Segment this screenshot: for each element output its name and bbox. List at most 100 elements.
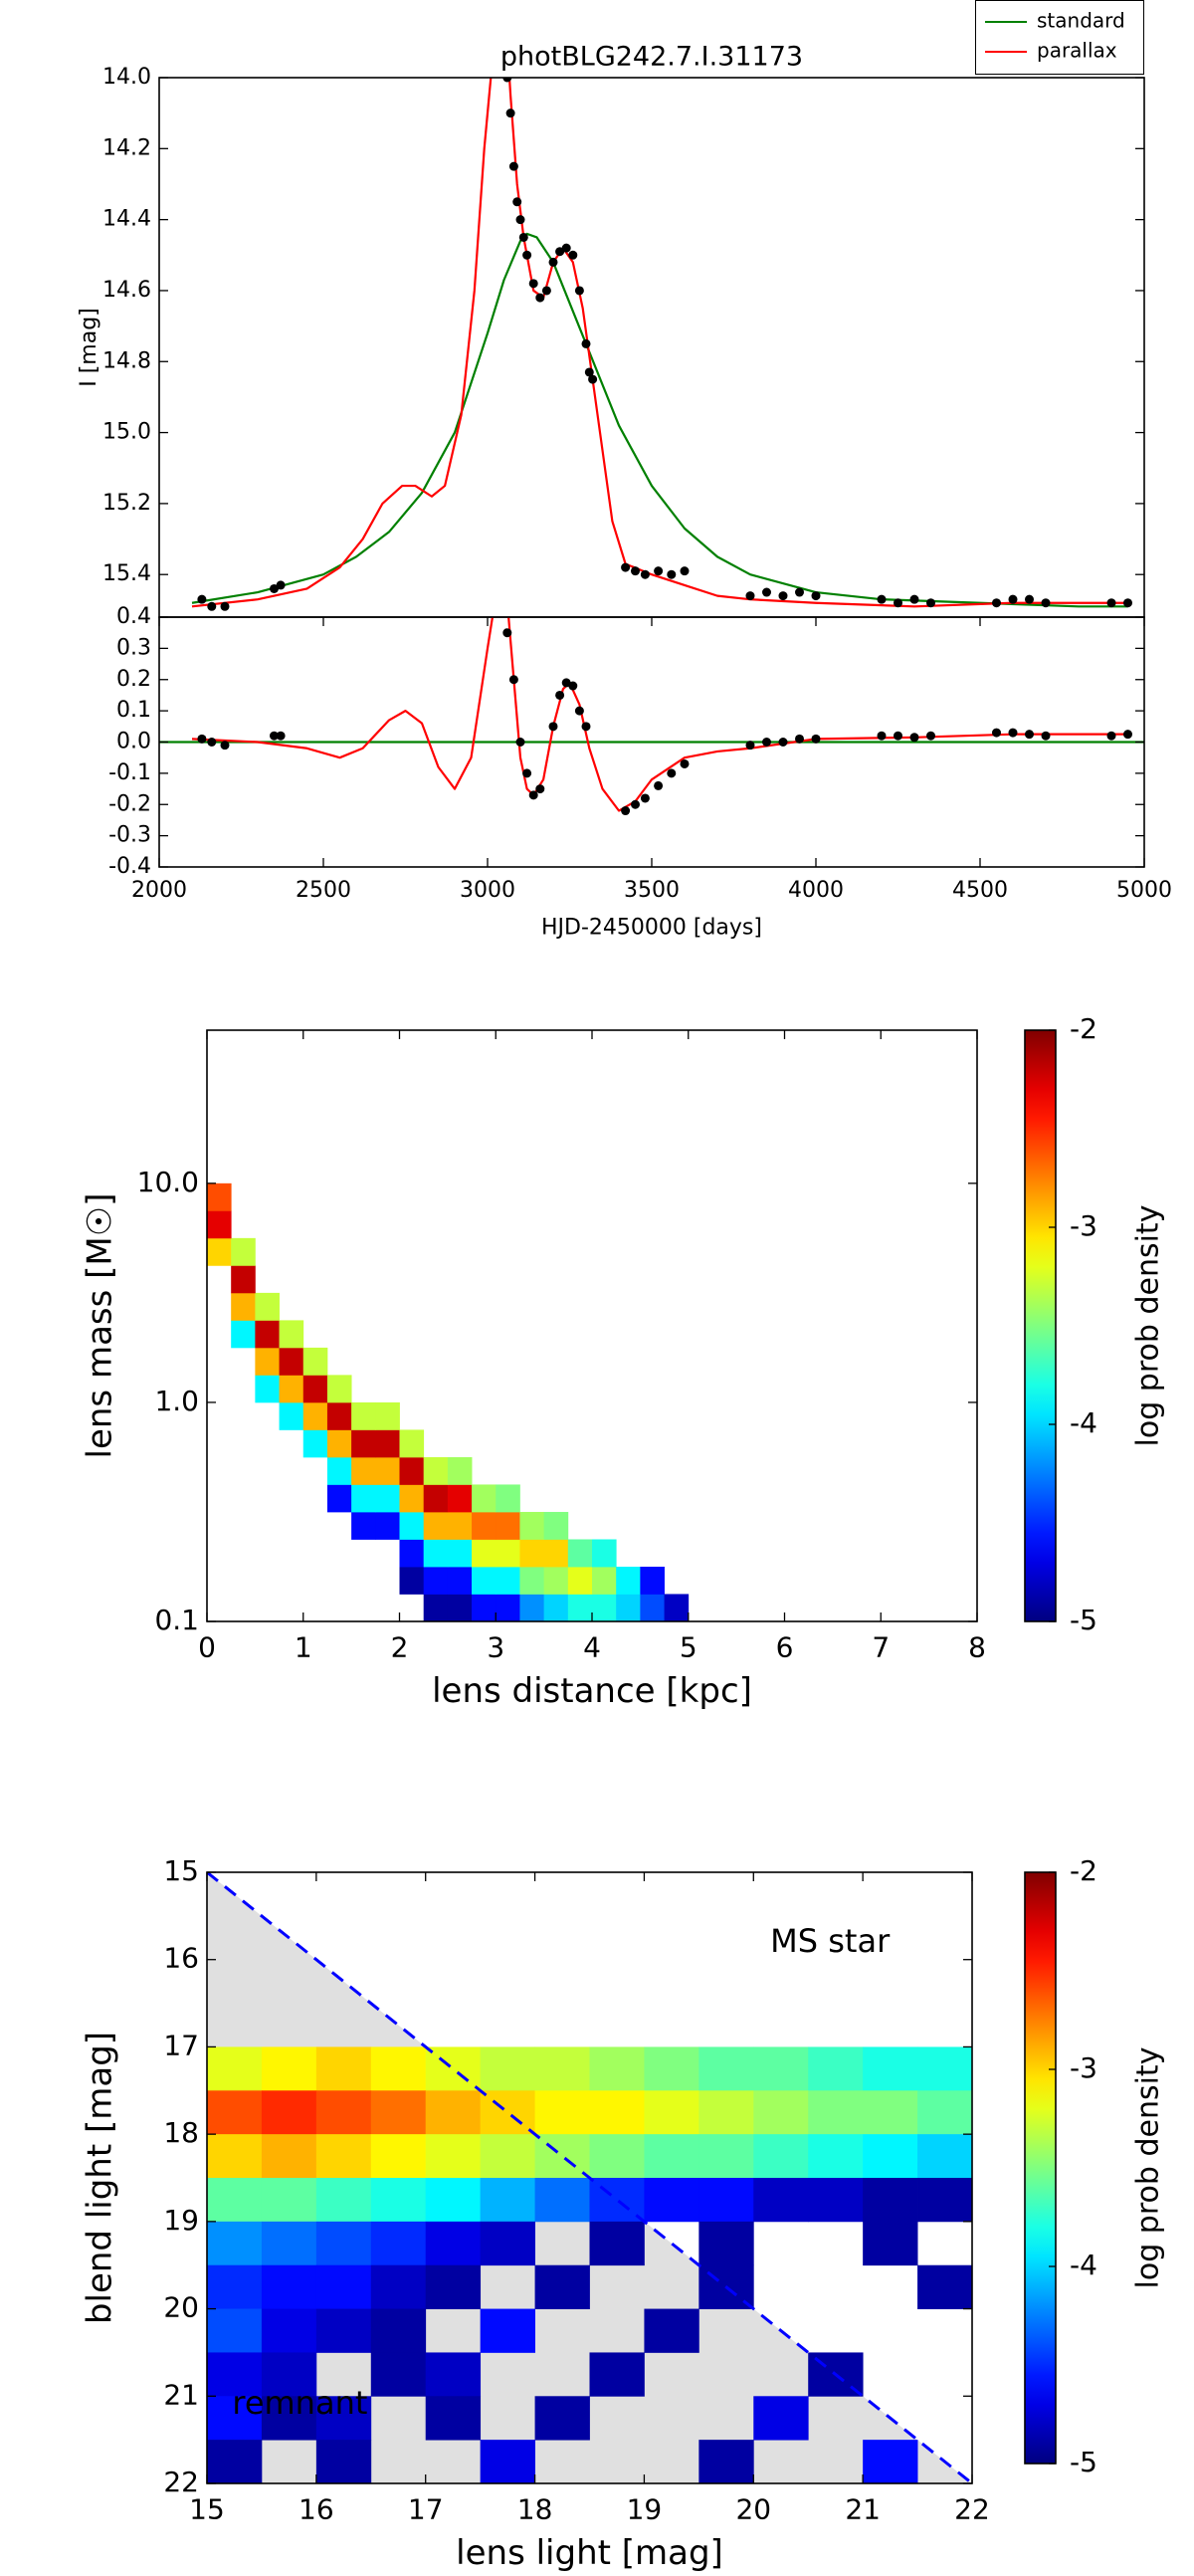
data-point [762, 738, 771, 747]
heatmap-cell [302, 1347, 328, 1376]
data-point [992, 598, 1001, 608]
heatmap-cell [425, 2178, 482, 2223]
y-tick-label: 14.2 [102, 135, 151, 160]
heatmap-cell [480, 2308, 535, 2353]
data-point [541, 286, 551, 296]
heatmap-cell [543, 1511, 569, 1540]
heatmap-cell [423, 1511, 449, 1540]
heatmap-cell [261, 2134, 317, 2179]
data-point [502, 628, 512, 638]
heatmap-cell [863, 2440, 918, 2483]
heatmap-cell [399, 1484, 425, 1513]
y-tick-label: 0.3 [116, 635, 151, 660]
data-point [528, 279, 538, 289]
data-point [1123, 730, 1132, 740]
y-tick-label: 15 [163, 1854, 199, 1887]
heatmap-cell [425, 2090, 482, 2135]
heatmap-cell [261, 2308, 317, 2353]
annotation: remnant [232, 2384, 367, 2422]
heatmap-cell [425, 2221, 482, 2266]
y-tick-label: 15.4 [102, 561, 151, 586]
heatmap-cell [753, 2090, 809, 2135]
heatmap-cell [423, 1594, 449, 1621]
axes-frame [206, 1029, 978, 1622]
heatmap-cell [315, 2264, 372, 2309]
data-point [631, 566, 640, 576]
heatmap-cell [472, 1511, 497, 1540]
y-tick-label: -0.1 [108, 760, 151, 785]
heatmap-cell [534, 2090, 590, 2135]
heatmap-cell [351, 1401, 376, 1430]
data-point [1025, 730, 1034, 740]
heatmap-cell [302, 1375, 328, 1403]
colorbar-tick-label: -2 [1070, 1012, 1097, 1045]
heatmap-cell [231, 1237, 256, 1266]
y-tick-label: 15.2 [102, 491, 151, 516]
heatmap-cell [917, 2134, 972, 2179]
data-point [631, 799, 640, 809]
heatmap-cell [326, 1456, 352, 1485]
heatmap-cell [207, 2221, 263, 2266]
data-point [654, 566, 664, 576]
heatmap-cell [589, 2090, 645, 2135]
x-tick-label: 21 [845, 2492, 881, 2525]
heatmap-cell [279, 1401, 304, 1430]
x-tick-label: 5 [680, 1630, 697, 1663]
data-point [926, 598, 935, 608]
heatmap-cell [399, 1456, 425, 1485]
heatmap-cell [917, 2178, 972, 2223]
data-point [522, 250, 532, 260]
x-tick-label: 4000 [788, 878, 844, 903]
heatmap-cell [480, 2090, 535, 2135]
y-tick-label: 0.4 [116, 604, 151, 629]
heatmap-cell [534, 2264, 590, 2309]
heatmap-cell [399, 1539, 425, 1568]
data-point [811, 591, 821, 601]
y-axis-label: lens mass [M☉] [81, 1193, 120, 1459]
heatmap-cell [375, 1511, 400, 1540]
y-tick-label: 14.0 [102, 65, 151, 90]
heatmap-cell [447, 1539, 473, 1568]
plot-area [207, 1872, 972, 2483]
heatmap-cell [315, 2440, 372, 2483]
heatmap-cell [425, 2134, 482, 2179]
legend-label: standard [1037, 9, 1125, 33]
heatmap-cell [399, 1429, 425, 1458]
data-point [778, 738, 788, 747]
data-point [270, 731, 279, 741]
data-point [555, 690, 565, 700]
colorbar [1024, 1029, 1057, 1622]
chart-title: photBLG242.7.I.31173 [500, 42, 803, 73]
data-point [588, 374, 598, 384]
heatmap-cell [375, 1429, 400, 1458]
data-point [894, 731, 902, 741]
series-line [191, 617, 1128, 812]
x-tick-label: 1 [295, 1630, 312, 1663]
heatmap-cell [808, 2134, 864, 2179]
data-point [762, 587, 771, 597]
y-axis-label: blend light [mag] [81, 2032, 120, 2324]
data-point [811, 734, 821, 744]
series-line [191, 78, 1128, 608]
colorbar-tick-label: -4 [1070, 2249, 1097, 2281]
data-point [909, 594, 919, 604]
heatmap-cell [370, 2090, 427, 2135]
heatmap-cell [480, 2046, 535, 2091]
heatmap-cell [863, 2046, 918, 2091]
data-point [584, 367, 594, 377]
series-line [191, 232, 1128, 608]
heatmap-cell [543, 1594, 569, 1621]
heatmap-cell [753, 2046, 809, 2091]
heatmap-cell [207, 1237, 232, 1266]
x-tick-label: 3 [487, 1630, 504, 1663]
heatmap-cell [302, 1429, 328, 1458]
data-point [276, 731, 286, 741]
data-point [1025, 594, 1034, 604]
heatmap-cell [447, 1511, 473, 1540]
heatmap-cell [423, 1484, 449, 1513]
data-point [877, 731, 887, 741]
data-point [992, 728, 1001, 738]
heatmap-cell [589, 2352, 645, 2397]
heatmap-cell [423, 1456, 449, 1485]
